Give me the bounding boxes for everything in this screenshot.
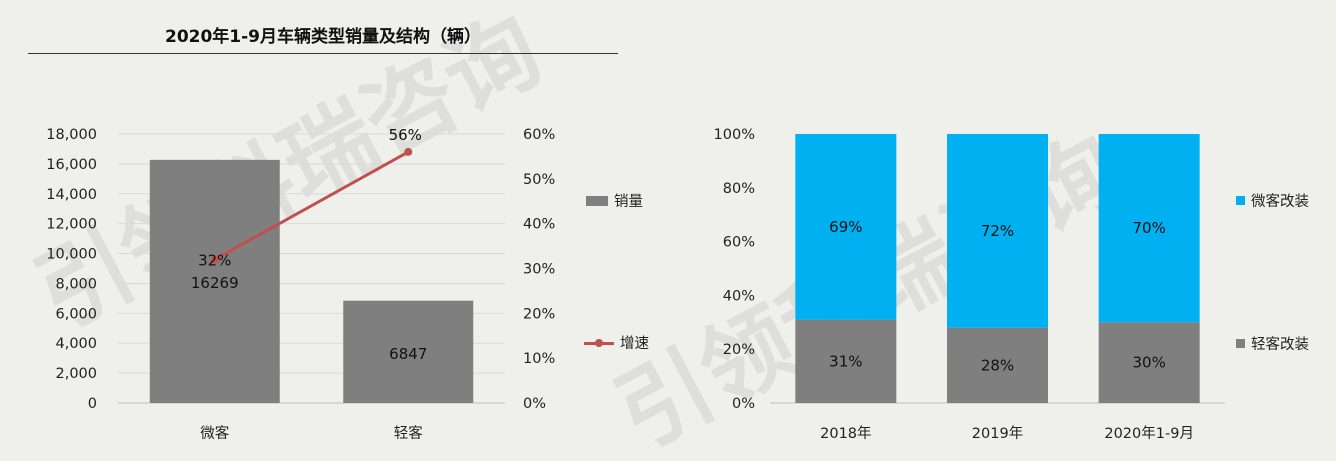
legend-swatch-micro-conversion [1236, 196, 1245, 205]
x-tick-label: 轻客 [394, 425, 423, 442]
bar-sales [343, 300, 474, 403]
x-tick-label: 2020年1-9月 [1104, 425, 1194, 442]
growth-point [210, 255, 219, 264]
legend-swatch-sales [586, 195, 608, 206]
legend-item-micro-conversion: 微客改装 [1236, 190, 1309, 211]
growth-value-label: 56% [389, 126, 422, 144]
y-right-tick-label: 0% [523, 396, 546, 412]
y-tick-label: 60% [723, 235, 755, 251]
x-tick-label: 2018年 [820, 425, 871, 442]
bar-segment-micro-conversion [795, 134, 897, 320]
y-tick-label: 20% [723, 342, 755, 358]
y-left-tick-label: 4,000 [55, 336, 97, 352]
x-tick-label: 2019年 [972, 425, 1023, 442]
legend-item-sales: 销量 [586, 190, 643, 211]
right-stacked-chart: 0% 20% 40% 60% 80% 100% 31% 69% 2018年 28% 72% 2019年… [714, 127, 1225, 442]
bar-segment-micro-conversion [947, 134, 1048, 328]
y-left-tick-label: 2,000 [55, 366, 97, 382]
y-tick-label: 80% [723, 181, 755, 197]
segment-value-label: 28% [981, 356, 1014, 374]
bar-sales [149, 159, 280, 403]
bar-segment-light-conversion [795, 319, 897, 403]
left-combo-chart: 0 2,000 4,000 6,000 8,000 10,000 12,000 14,000 1… [46, 126, 555, 442]
left-chart-title: 2020年1-9月车辆类型销量及结构（辆） [164, 27, 482, 47]
segment-value-label: 31% [829, 352, 862, 370]
y-left-tick-label: 16,000 [46, 157, 97, 173]
y-left-tick-label: 18,000 [46, 127, 97, 143]
y-right-tick-label: 60% [523, 127, 555, 143]
segment-value-label: 72% [981, 222, 1014, 240]
legend-swatch-growth [584, 337, 614, 349]
growth-value-label: 32% [198, 252, 231, 270]
segment-value-label: 69% [829, 218, 862, 236]
bar-value-label: 16269 [191, 274, 239, 292]
bar-segment-light-conversion [947, 327, 1048, 403]
legend-label-light-conversion: 轻客改装 [1251, 337, 1309, 353]
growth-line [214, 150, 409, 261]
y-left-tick-label: 10,000 [46, 247, 97, 263]
legend-swatch-light-conversion [1236, 339, 1245, 348]
growth-point [404, 147, 413, 156]
legend-item-growth: 增速 [584, 332, 649, 353]
legend-label-growth: 增速 [620, 336, 649, 352]
legend-label-sales: 销量 [614, 194, 643, 210]
y-tick-label: 40% [723, 288, 755, 304]
y-tick-label: 100% [714, 127, 755, 143]
y-tick-label: 0% [732, 396, 755, 412]
y-left-tick-label: 14,000 [46, 187, 97, 203]
title-underline [28, 53, 618, 54]
bar-value-label: 6847 [389, 345, 427, 363]
y-left-tick-label: 0 [88, 396, 97, 412]
bar-segment-light-conversion [1098, 322, 1200, 403]
segment-value-label: 30% [1132, 354, 1165, 372]
y-right-tick-label: 50% [523, 172, 555, 188]
legend-item-light-conversion: 轻客改装 [1236, 333, 1309, 354]
segment-value-label: 70% [1132, 219, 1165, 237]
y-right-tick-label: 30% [523, 262, 555, 278]
y-left-tick-label: 6,000 [55, 306, 97, 322]
y-left-tick-label: 8,000 [55, 276, 97, 292]
y-left-tick-label: 12,000 [46, 217, 97, 233]
bar-segment-micro-conversion [1098, 134, 1200, 323]
legend-label-micro-conversion: 微客改装 [1251, 194, 1309, 210]
y-right-tick-label: 10% [523, 351, 555, 367]
y-right-tick-label: 40% [523, 217, 555, 233]
x-tick-label: 微客 [200, 425, 229, 442]
y-right-tick-label: 20% [523, 306, 555, 322]
